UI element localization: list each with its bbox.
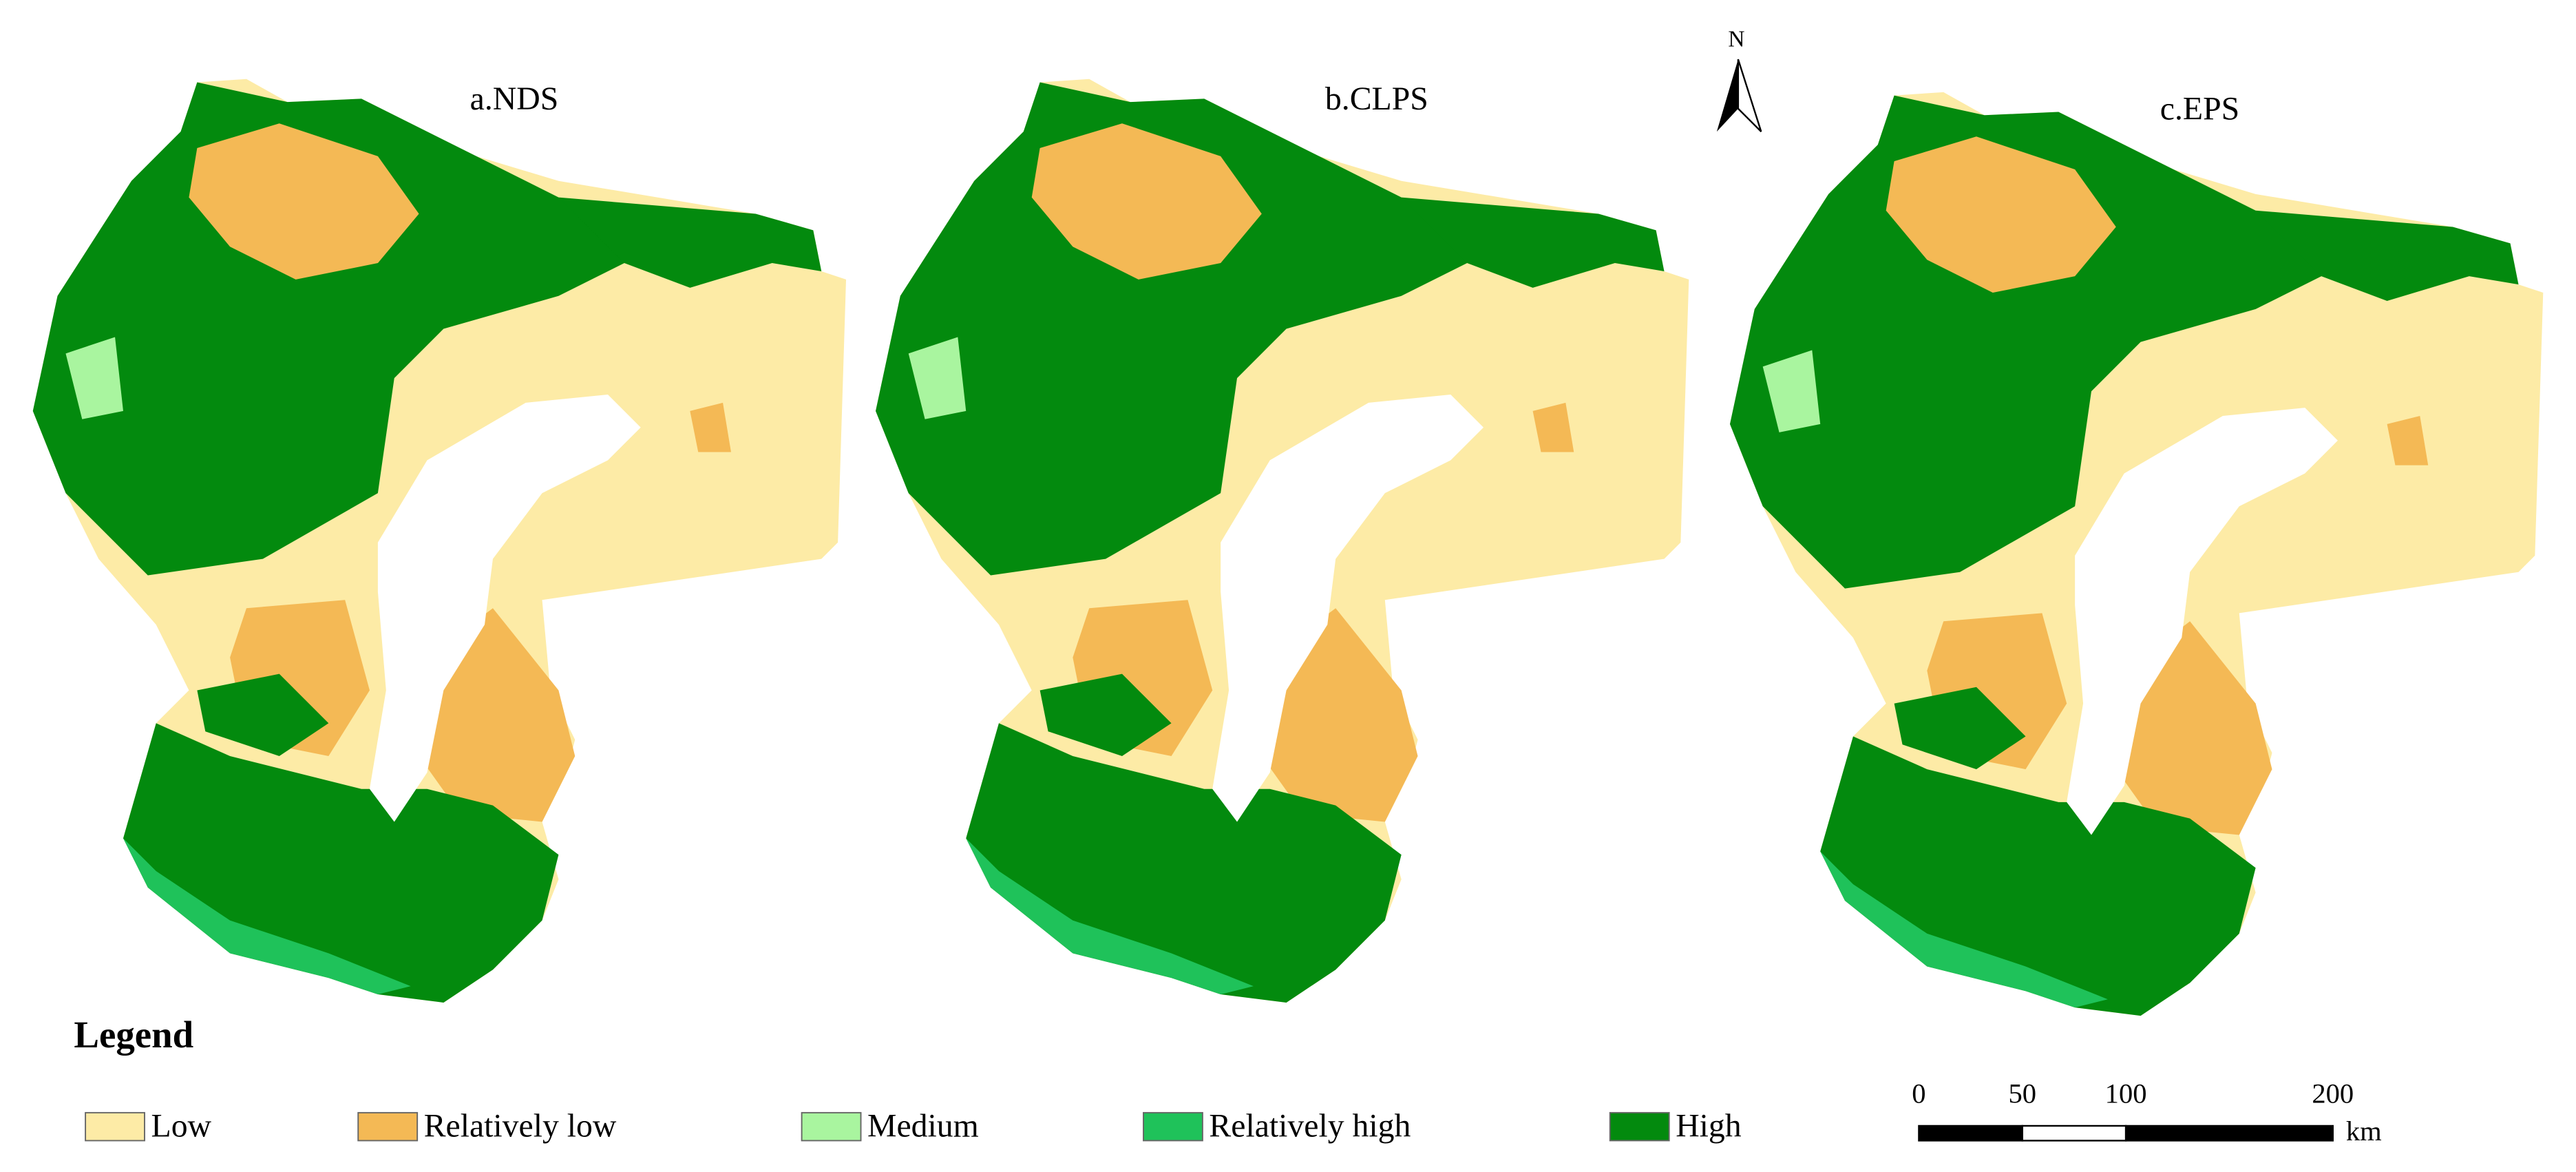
legend-swatch <box>1609 1111 1670 1142</box>
map-panel: c.EPS <box>1729 90 2544 1016</box>
panel-title: a.NDS <box>470 81 559 117</box>
panel-title: c.EPS <box>2160 90 2239 127</box>
legend-swatch <box>1143 1111 1203 1142</box>
north-arrow: N <box>1716 27 1762 132</box>
legend-swatch <box>357 1111 419 1142</box>
legend: Low Relatively low Medium Relatively high Hi… <box>85 1108 1742 1144</box>
scale-bar: 0 50 100 200 km <box>1912 1078 2381 1147</box>
scale-label: 0 <box>1912 1078 1925 1109</box>
scale-segment <box>1918 1124 2023 1142</box>
scale-unit: km <box>2346 1116 2382 1147</box>
legend-swatch <box>801 1111 862 1142</box>
legend-swatch <box>85 1111 145 1142</box>
scale-label: 200 <box>2312 1078 2354 1109</box>
scale-segment <box>2021 1124 2127 1142</box>
scale-label: 100 <box>2105 1078 2147 1109</box>
legend-label: Relatively low <box>424 1108 617 1144</box>
legend-label: Medium <box>867 1108 979 1144</box>
north-arrow-right <box>1737 59 1762 132</box>
scale-segment <box>2124 1124 2334 1142</box>
panel-title: b.CLPS <box>1325 81 1428 117</box>
map-panel: a.NDS <box>32 79 847 1003</box>
map-panel: b.CLPS <box>875 79 1689 1003</box>
legend-label: High <box>1676 1108 1742 1144</box>
legend-label: Relatively high <box>1209 1108 1411 1144</box>
scale-label: 50 <box>2008 1078 2036 1109</box>
legend-title: Legend <box>74 1014 193 1056</box>
legend-label: Low <box>151 1108 212 1144</box>
north-label: N <box>1728 27 1744 52</box>
north-arrow-left <box>1716 59 1738 132</box>
